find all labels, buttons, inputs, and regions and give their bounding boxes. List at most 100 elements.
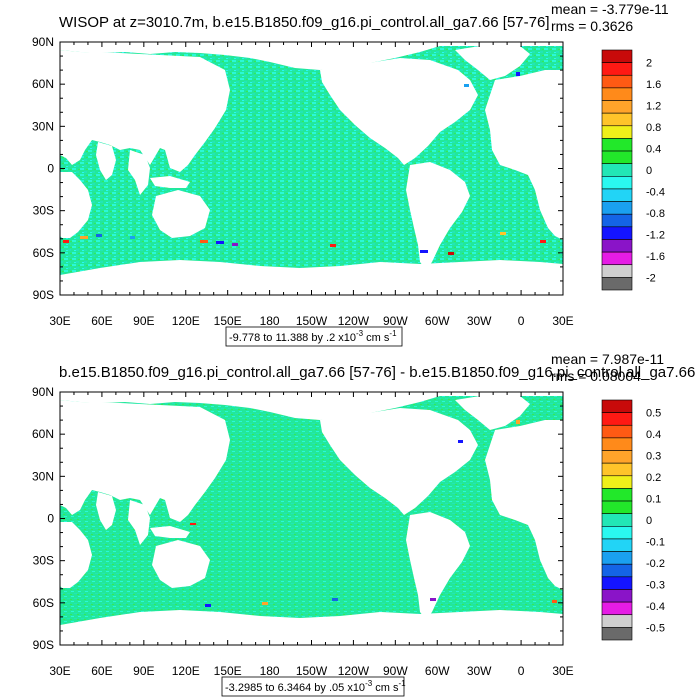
colorbar-label: -0.1	[646, 536, 665, 548]
colorbar-label: 0.2	[646, 472, 661, 484]
colorbar-swatch	[601, 450, 633, 464]
contour-unit-exponent: -1	[389, 329, 397, 338]
stat-mean: mean = -3.779e-11	[551, 1, 669, 17]
colorbar-swatch	[601, 627, 633, 641]
colorbar-label: -1.2	[646, 229, 665, 241]
x-tick-label: 120W	[338, 664, 370, 678]
y-tick-label: 60N	[32, 427, 54, 441]
y-tick-label: 90S	[33, 638, 54, 652]
x-tick-label: 30E	[552, 314, 573, 328]
land-eurasia	[60, 400, 230, 522]
land-indonesia	[150, 176, 190, 188]
colorbar-swatch	[601, 264, 633, 278]
colorbar-swatch	[601, 112, 633, 127]
y-tick-label: 30N	[32, 119, 54, 133]
map-area	[59, 391, 564, 646]
land-greenland	[455, 46, 530, 80]
y-tick-label: 30N	[32, 469, 54, 483]
x-tick-label: 60E	[91, 314, 112, 328]
colorbar-label: -2	[646, 272, 656, 284]
land-indonesia	[150, 526, 190, 538]
y-tick-label: 60S	[33, 246, 54, 260]
land-namerica	[320, 408, 478, 515]
colorbar-swatch	[601, 150, 633, 164]
land-namerica	[320, 58, 478, 165]
land-seasia	[128, 500, 150, 545]
speckles	[63, 72, 546, 255]
colorbar-swatch	[601, 138, 633, 152]
y-tick-label: 0	[47, 162, 54, 176]
land-india	[96, 492, 116, 530]
x-axis: 30E 60E 90E 120E 150E 180 150W 120W 90W 60W 30W 0 30…	[49, 42, 574, 328]
land-masses	[60, 42, 563, 295]
colorbar-label: 0.5	[646, 408, 661, 420]
x-tick-label: 90E	[133, 664, 154, 678]
colorbar-swatch	[601, 576, 633, 590]
colorbar-swatch	[601, 226, 633, 240]
panel-top: WISOP at z=3010.7m, b.e15.B1850.f09_g16.…	[32, 1, 669, 347]
colorbar-swatch	[601, 500, 633, 514]
x-tick-label: 150W	[296, 314, 328, 328]
y-tick-label: 30S	[33, 204, 54, 218]
colorbar-label: -0.2	[646, 558, 665, 570]
y-tick-label: 60S	[33, 596, 54, 610]
colorbar-swatch	[601, 100, 633, 114]
y-tick-label: 0	[47, 512, 54, 526]
x-tick-label: 150E	[214, 314, 242, 328]
land-antarctica	[60, 260, 563, 295]
contour-info-box: -9.778 to 11.388 by .2 x10-3 cm s-1	[225, 326, 403, 347]
y-axis: 90N 60N 30N 0 30S 60S 90S	[32, 35, 563, 302]
land-arctic-eurasia	[60, 392, 563, 420]
colorbar: 0.5 0.4 0.3 0.2 0.1 0 -0.1 -0.2 -0.3 -0.4 -0.5	[601, 399, 665, 641]
colorbar-swatch	[601, 251, 633, 266]
panel-title: WISOP at z=3010.7m, b.e15.B1850.f09_g16.…	[59, 14, 549, 31]
colorbar-swatch	[601, 424, 633, 439]
x-tick-label: 90W	[383, 664, 408, 678]
x-tick-label: 30E	[49, 664, 70, 678]
land-europe-africa	[485, 420, 563, 590]
colorbar-swatch	[601, 412, 633, 426]
contour-exponent: -3	[365, 679, 373, 688]
x-tick-label: 0	[518, 314, 525, 328]
colorbar-label: 0	[646, 515, 652, 527]
colorbar-swatch	[601, 475, 633, 489]
contour-range: -3.2985 to 6.3464 by .05 x10	[225, 682, 365, 694]
land-eurasia	[60, 50, 230, 172]
stat-rms: rms = 0.3626	[551, 18, 633, 34]
colorbar-label: -0.4	[646, 601, 665, 613]
y-tick-label: 60N	[32, 77, 54, 91]
colorbar-swatch	[601, 125, 633, 139]
colorbar-swatch	[601, 538, 633, 552]
colorbar-label: 0.8	[646, 122, 661, 134]
colorbar: 2 1.6 1.2 0.8 0.4 0 -0.4 -0.8 -1.2 -1.6 -2	[601, 49, 665, 291]
panel-bottom: b.e15.B1850.f09_g16.pi_control.all_ga7.6…	[32, 351, 700, 697]
contour-unit-exponent: -1	[398, 679, 406, 688]
stat-mean: mean = 7.987e-11	[551, 351, 664, 367]
map-area	[59, 41, 564, 296]
colorbar-swatch	[601, 462, 633, 477]
contour-unit: cm s	[372, 682, 399, 694]
y-tick-label: 90N	[32, 385, 54, 399]
colorbar-swatch	[601, 213, 633, 228]
colorbar-swatch	[601, 176, 633, 190]
colorbar-swatch	[601, 488, 633, 502]
land-india	[96, 142, 116, 180]
x-tick-label: 120E	[172, 664, 200, 678]
colorbar-swatch	[601, 188, 633, 202]
y-tick-label: 30S	[33, 554, 54, 568]
colorbar-swatch	[601, 399, 633, 413]
panel-title: b.e15.B1850.f09_g16.pi_control.all_ga7.6…	[59, 364, 700, 381]
colorbar-swatch	[601, 74, 633, 89]
x-tick-label: 30W	[467, 664, 492, 678]
svg-text:-3.2985 to 6.3464 by .05 x10-3: -3.2985 to 6.3464 by .05 x10-3 cm s-1	[225, 679, 406, 694]
contour-range: -9.778 to 11.388 by .2 x10	[229, 332, 356, 344]
colorbar-swatch	[601, 163, 633, 177]
colorbar-swatch	[601, 201, 633, 215]
colorbar-swatch	[601, 563, 633, 578]
colorbar-label: -0.3	[646, 579, 665, 591]
colorbar-swatch	[601, 49, 633, 63]
x-tick-label: 30W	[467, 314, 492, 328]
x-tick-label: 30E	[49, 314, 70, 328]
colorbar-label: -0.8	[646, 208, 665, 220]
colorbar-swatch	[601, 601, 633, 616]
